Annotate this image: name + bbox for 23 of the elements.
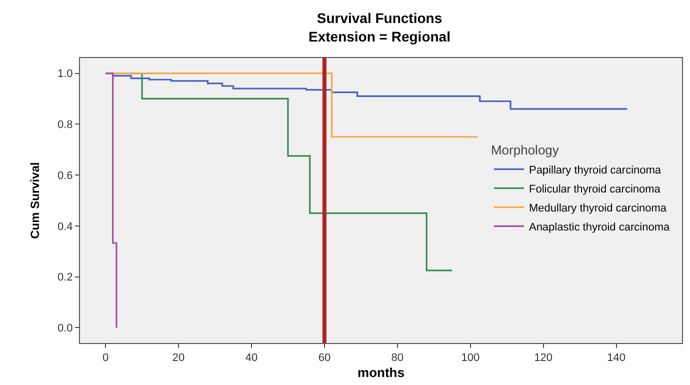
legend-label: Medullary thyroid carcinoma — [528, 202, 668, 214]
y-tick-label: 0.4 — [58, 220, 73, 233]
y-tick-label: 0.6 — [58, 170, 73, 182]
y-axis-title: Cum Survival — [28, 162, 42, 239]
x-axis-title: months — [358, 364, 404, 380]
legend-label: Papillary thyroid carcinoma — [528, 164, 662, 176]
legend-title: Morphology — [490, 142, 560, 158]
x-tick-label: 120 — [534, 352, 553, 364]
y-tick-label: 0.0 — [58, 322, 73, 335]
x-tick-label: 40 — [245, 352, 258, 364]
legend-label: Anaplastic thyroid carcinoma — [528, 221, 670, 234]
y-tick-label: 1.0 — [58, 68, 73, 80]
chart-title: Survival Functions — [316, 10, 442, 26]
x-tick-label: 80 — [391, 352, 404, 364]
y-tick-label: 0.8 — [58, 119, 73, 132]
x-tick-label: 0 — [102, 352, 109, 364]
x-tick-label: 20 — [172, 352, 185, 364]
x-tick-label: 100 — [461, 352, 480, 364]
x-tick-label: 60 — [318, 352, 331, 364]
legend-label: Folicular thyroid carcinoma — [528, 183, 662, 196]
chart-subtitle: Extension = Regional — [308, 28, 450, 44]
x-tick-label: 140 — [607, 352, 626, 364]
y-tick-label: 0.2 — [58, 272, 73, 284]
